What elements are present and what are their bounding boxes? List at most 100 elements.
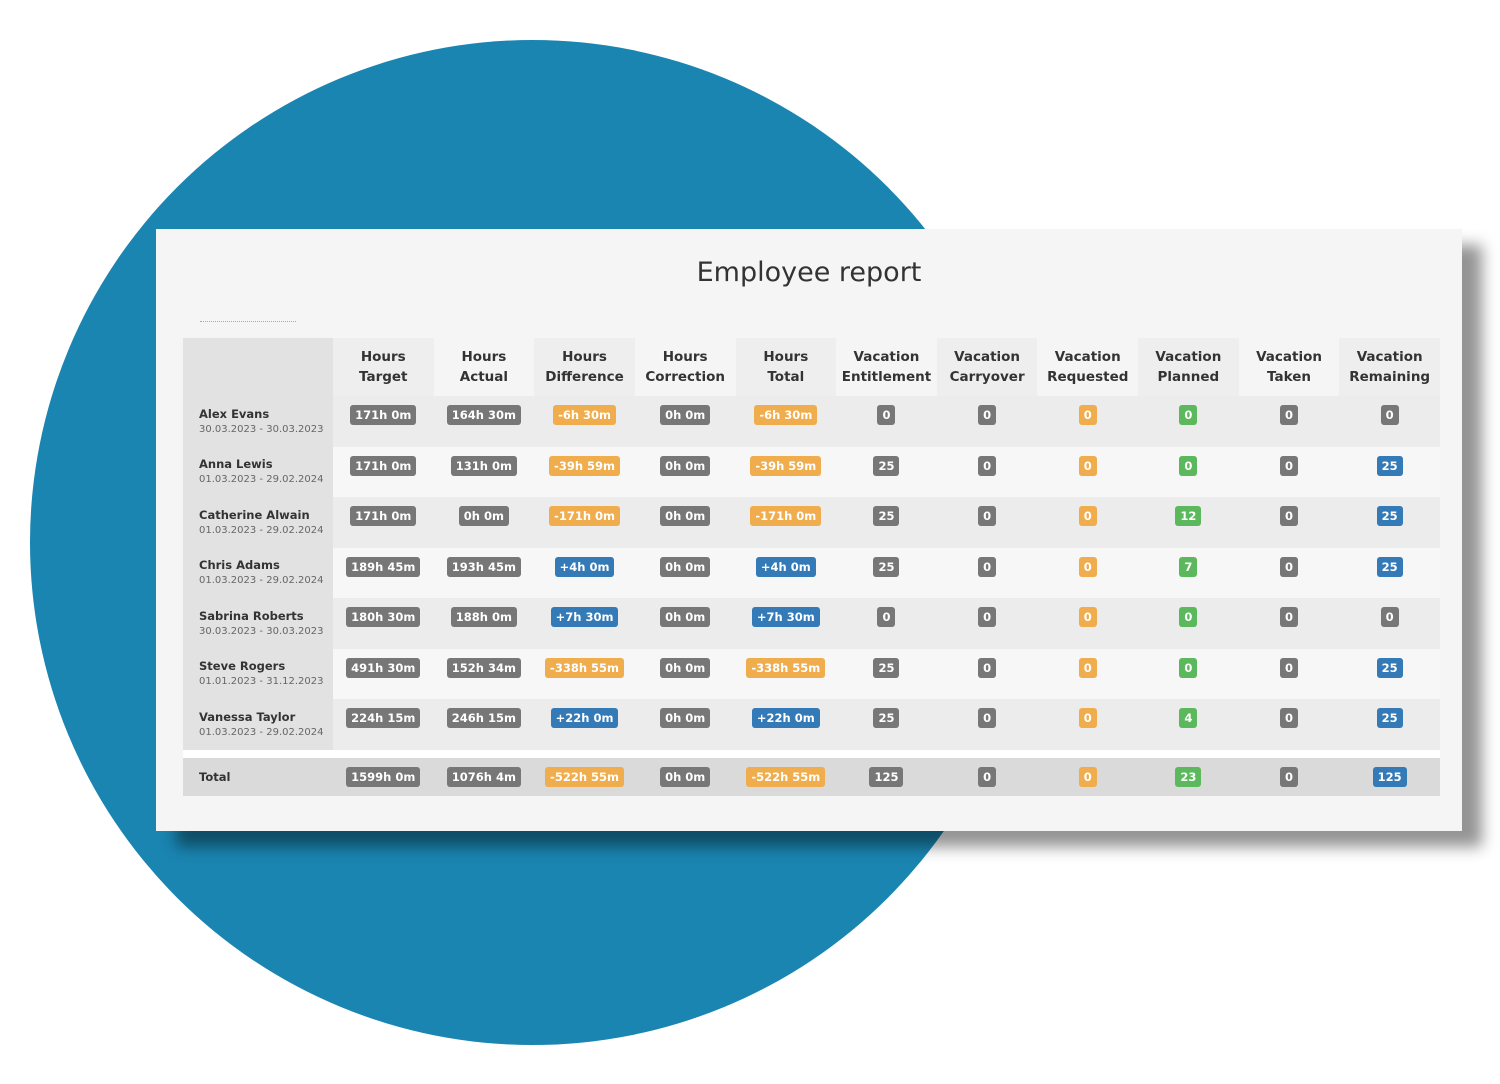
value-cell: 23 <box>1138 758 1239 796</box>
value-cell: 0 <box>1239 598 1340 649</box>
column-header-label: Hours Target <box>359 349 408 385</box>
value-badge: 0 <box>1078 657 1097 678</box>
value-badge: -171h 0m <box>549 506 621 526</box>
value-cell: -338h 55m <box>736 649 837 700</box>
table-link-hint <box>200 317 296 322</box>
value-badge: 0 <box>877 607 896 627</box>
value-cell: 25 <box>1339 447 1440 498</box>
value-cell: 0 <box>1037 497 1138 548</box>
value-badge: 0 <box>978 607 997 627</box>
value-badge: 12 <box>1175 506 1202 526</box>
value-badge: 0 <box>1078 506 1097 526</box>
table-row: Anna Lewis 01.03.2023 - 29.02.2024 171h 0m… <box>183 446 1440 498</box>
value-cell: 0 <box>937 758 1038 796</box>
employee-cell: Catherine Alwain 01.03.2023 - 29.02.2024 <box>183 497 333 548</box>
value-badge: +7h 30m <box>751 607 820 627</box>
value-cell: 25 <box>1339 649 1440 700</box>
value-cell: -6h 30m <box>736 396 837 447</box>
value-badge: 23 <box>1175 766 1202 787</box>
value-cell: 0 <box>937 649 1038 700</box>
value-badge: 0 <box>1280 708 1299 728</box>
value-cell: -522h 55m <box>534 758 635 796</box>
employee-name: Steve Rogers <box>199 659 286 674</box>
value-badge: 0h 0m <box>660 766 711 787</box>
value-badge: 25 <box>1376 657 1403 678</box>
value-badge: 0 <box>1280 766 1299 787</box>
employee-date-range: 01.03.2023 - 29.02.2024 <box>199 575 324 587</box>
value-cell: 0 <box>1037 447 1138 498</box>
value-cell: 125 <box>836 758 937 796</box>
value-cell: 0h 0m <box>635 649 736 700</box>
value-badge: -522h 55m <box>545 766 625 787</box>
value-badge: -6h 30m <box>754 405 818 425</box>
value-badge: 0 <box>1380 405 1399 425</box>
value-badge: 164h 30m <box>446 405 521 425</box>
value-badge: 0 <box>1078 405 1097 425</box>
employee-name: Alex Evans <box>199 406 270 421</box>
value-badge: 0 <box>877 405 896 425</box>
value-cell: 25 <box>836 548 937 599</box>
value-cell: 25 <box>836 447 937 498</box>
employee-date-range: 01.03.2023 - 29.02.2024 <box>199 474 324 486</box>
employee-report-panel: Employee report Hours Target Hours Actual… <box>156 229 1462 831</box>
column-header-label: Vacation Taken <box>1256 349 1322 385</box>
value-cell: -6h 30m <box>534 396 635 447</box>
value-badge: 25 <box>873 506 900 526</box>
value-badge: -338h 55m <box>746 657 826 678</box>
table-header-row: Hours Target Hours Actual Hours Difference… <box>183 338 1440 396</box>
value-cell: 246h 15m <box>434 699 535 750</box>
value-cell: 25 <box>836 699 937 750</box>
value-cell: +4h 0m <box>736 548 837 599</box>
value-cell: 0 <box>1037 699 1138 750</box>
value-badge: 0h 0m <box>660 607 711 627</box>
column-header: Hours Target <box>332 338 434 396</box>
value-badge: -39h 59m <box>549 455 621 476</box>
value-badge: 0 <box>1380 607 1399 627</box>
value-cell: 0 <box>1239 758 1340 796</box>
employee-date-range: 01.03.2023 - 29.02.2024 <box>199 524 324 536</box>
value-badge: -522h 55m <box>746 766 826 787</box>
value-badge: -338h 55m <box>545 657 625 678</box>
value-cell: 0h 0m <box>635 548 736 599</box>
column-header: Vacation Requested <box>1037 338 1139 396</box>
value-badge: 0 <box>1280 506 1299 526</box>
column-header-label: Hours Difference <box>545 349 624 385</box>
value-badge: +7h 30m <box>550 607 619 627</box>
value-badge: +4h 0m <box>755 556 816 577</box>
column-header: Vacation Carryover <box>936 338 1038 396</box>
value-badge: 189h 45m <box>346 556 421 577</box>
value-badge: 224h 15m <box>346 708 421 728</box>
column-header: Hours Actual <box>433 338 535 396</box>
value-cell: 0 <box>937 497 1038 548</box>
column-header: Vacation Taken <box>1238 338 1340 396</box>
value-cell: 1076h 4m <box>434 758 535 796</box>
value-cell: +7h 30m <box>534 598 635 649</box>
column-header: Hours Correction <box>634 338 736 396</box>
employee-date-range: 01.01.2023 - 31.12.2023 <box>199 676 324 688</box>
value-cell: 491h 30m <box>333 649 434 700</box>
value-cell: 0h 0m <box>434 497 535 548</box>
value-cell: +22h 0m <box>534 699 635 750</box>
value-cell: 0 <box>1239 447 1340 498</box>
value-cell: 25 <box>836 497 937 548</box>
value-cell: 171h 0m <box>333 396 434 447</box>
value-cell: 0 <box>836 598 937 649</box>
value-badge: 171h 0m <box>350 506 417 526</box>
header-name-cell <box>183 338 333 396</box>
value-cell: 0h 0m <box>635 497 736 548</box>
value-cell: 188h 0m <box>434 598 535 649</box>
employee-date-range: 30.03.2023 - 30.03.2023 <box>199 423 324 435</box>
employee-cell: Sabrina Roberts 30.03.2023 - 30.03.2023 <box>183 598 333 649</box>
value-cell: 0h 0m <box>635 396 736 447</box>
column-header: Vacation Remaining <box>1339 338 1440 396</box>
value-badge: 0 <box>1280 405 1299 425</box>
employee-cell: Vanessa Taylor 01.03.2023 - 29.02.2024 <box>183 699 333 750</box>
table-row: Catherine Alwain 01.03.2023 - 29.02.2024 1… <box>183 497 1440 548</box>
value-badge: +4h 0m <box>554 556 615 577</box>
value-badge: 193h 45m <box>446 556 521 577</box>
value-badge: 491h 30m <box>346 657 421 678</box>
employee-cell: Anna Lewis 01.03.2023 - 29.02.2024 <box>183 446 333 497</box>
value-cell: 180h 30m <box>333 598 434 649</box>
value-badge: 0h 0m <box>458 506 509 526</box>
column-header-label: Vacation Entitlement <box>841 349 932 385</box>
